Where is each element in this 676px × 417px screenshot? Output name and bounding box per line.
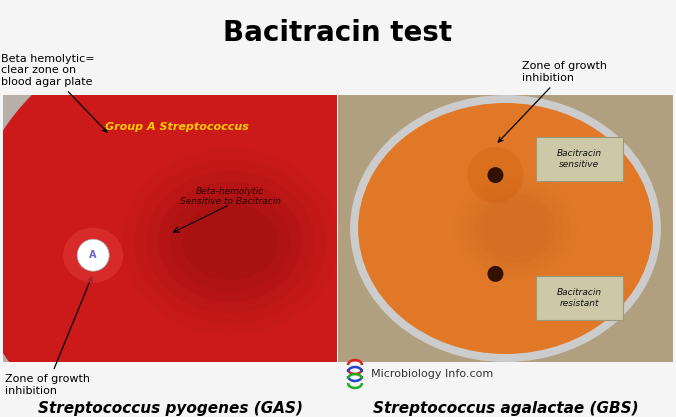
Text: Microbiology Info.com: Microbiology Info.com	[371, 369, 493, 379]
Text: Bacitracin
sensitive: Bacitracin sensitive	[556, 149, 602, 169]
Text: Bacitracin test: Bacitracin test	[224, 19, 452, 47]
Text: Group A Streptococcus: Group A Streptococcus	[105, 122, 249, 132]
Bar	[3, 95, 337, 362]
Ellipse shape	[453, 175, 578, 282]
Ellipse shape	[158, 182, 302, 302]
Circle shape	[77, 239, 110, 271]
Circle shape	[467, 147, 523, 203]
Ellipse shape	[475, 194, 556, 263]
Ellipse shape	[483, 200, 549, 257]
Ellipse shape	[460, 181, 571, 276]
Ellipse shape	[358, 103, 653, 354]
Ellipse shape	[0, 23, 451, 417]
Text: Streptococcus pyogenes (GAS): Streptococcus pyogenes (GAS)	[37, 401, 302, 416]
Ellipse shape	[468, 188, 563, 269]
Ellipse shape	[146, 171, 314, 313]
Text: Beta hemolytic=
clear zone on
blood agar plate: Beta hemolytic= clear zone on blood agar…	[1, 54, 107, 132]
Text: Beta-hemolytic
Sensitive to Bacitracin: Beta-hemolytic Sensitive to Bacitracin	[180, 187, 281, 206]
Ellipse shape	[63, 228, 123, 283]
Bar	[338, 95, 673, 362]
Text: Streptococcus agalactae (GBS): Streptococcus agalactae (GBS)	[372, 401, 638, 416]
FancyBboxPatch shape	[535, 137, 623, 181]
Ellipse shape	[122, 149, 338, 335]
Ellipse shape	[350, 95, 661, 362]
FancyBboxPatch shape	[535, 276, 623, 320]
Ellipse shape	[182, 203, 279, 280]
Text: Zone of growth
inhibition: Zone of growth inhibition	[5, 277, 92, 396]
Text: Bacitracin
resistant: Bacitracin resistant	[556, 288, 602, 308]
Ellipse shape	[170, 193, 290, 291]
Circle shape	[487, 167, 504, 183]
Text: Zone of growth
inhibition: Zone of growth inhibition	[498, 61, 607, 142]
Circle shape	[487, 266, 504, 282]
Text: A: A	[89, 250, 97, 260]
Ellipse shape	[134, 160, 327, 324]
